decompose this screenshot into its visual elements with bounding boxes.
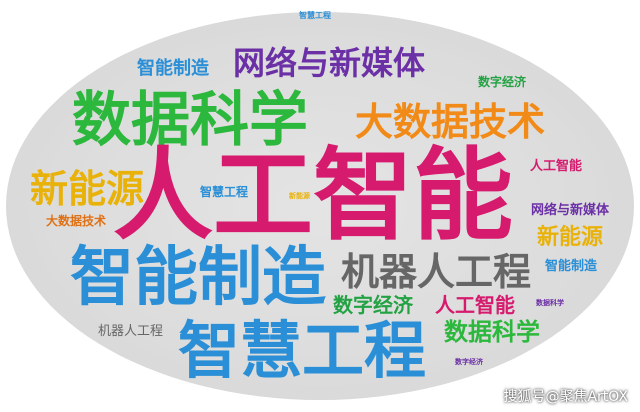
word-tag: 大数据技术 xyxy=(355,100,546,144)
word-tag: 人工智能 xyxy=(530,159,583,174)
word-tag: 智慧工程 xyxy=(178,314,427,387)
watermark: 搜狐号@聚焦ArtOX xyxy=(503,389,628,405)
word-tag: 机器人工程 xyxy=(98,324,164,339)
word-tag: 网络与新媒体 xyxy=(233,44,426,82)
word-tag: 数字经济 xyxy=(455,358,483,366)
word-tag: 新能源 xyxy=(537,225,604,250)
word-tag: 数据科学 xyxy=(444,318,540,346)
word-tag: 人工智能 xyxy=(113,137,513,254)
word-tag: 数字经济 xyxy=(333,293,413,317)
word-tag: 智能制造 xyxy=(70,241,326,315)
word-tag: 数据科学 xyxy=(72,85,309,154)
word-tag: 机器人工程 xyxy=(341,250,532,294)
word-tag: 智慧工程 xyxy=(299,11,331,20)
word-tag: 新能源 xyxy=(30,167,145,211)
word-tag: 人工智能 xyxy=(435,293,515,317)
word-tag: 智慧工程 xyxy=(200,185,249,199)
word-tag: 智能制造 xyxy=(137,58,209,79)
word-tag: 数据科学 xyxy=(536,299,564,307)
word-tag: 新能源 xyxy=(289,192,310,200)
cloud-background-ellipse xyxy=(6,12,634,400)
word-tag: 智能制造 xyxy=(545,259,598,274)
word-tag: 网络与新媒体 xyxy=(531,203,610,218)
word-tag: 数字经济 xyxy=(478,75,527,89)
word-tag: 大数据技术 xyxy=(46,214,107,228)
